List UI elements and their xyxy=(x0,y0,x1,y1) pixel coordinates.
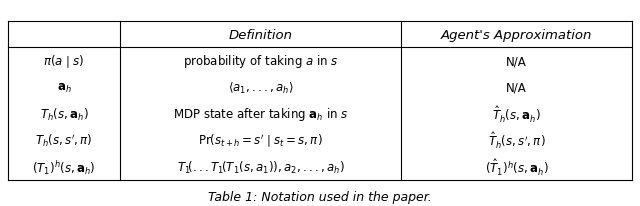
Text: $T_h(s, \mathbf{a}_h)$: $T_h(s, \mathbf{a}_h)$ xyxy=(40,106,88,122)
Text: Table 1: Notation used in the paper.: Table 1: Notation used in the paper. xyxy=(208,190,432,203)
Text: $\mathbf{a}_h$: $\mathbf{a}_h$ xyxy=(56,81,71,94)
Text: Definition: Definition xyxy=(228,28,292,41)
Text: MDP state after taking $\mathbf{a}_h$ in $s$: MDP state after taking $\mathbf{a}_h$ in… xyxy=(173,106,348,123)
Text: probability of taking $a$ in $s$: probability of taking $a$ in $s$ xyxy=(183,53,339,70)
Text: $\pi(a \mid s)$: $\pi(a \mid s)$ xyxy=(44,53,84,70)
Text: $(\hat{T}_1)^h(s, \mathbf{a}_h)$: $(\hat{T}_1)^h(s, \mathbf{a}_h)$ xyxy=(485,157,548,177)
Text: $\hat{T}_h(s, \mathbf{a}_h)$: $\hat{T}_h(s, \mathbf{a}_h)$ xyxy=(492,104,541,124)
Text: N/A: N/A xyxy=(506,55,527,68)
Text: $T_1\!\left(...T_1\!\left(T_1(s, a_1)\right), a_2, ..., a_h\right)$: $T_1\!\left(...T_1\!\left(T_1(s, a_1)\ri… xyxy=(177,159,344,175)
Text: $\langle a_1, ..., a_h \rangle$: $\langle a_1, ..., a_h \rangle$ xyxy=(228,80,294,95)
Text: $\Pr(s_{t+h} = s' \mid s_t = s, \pi)$: $\Pr(s_{t+h} = s' \mid s_t = s, \pi)$ xyxy=(198,132,323,149)
Text: N/A: N/A xyxy=(506,81,527,94)
Text: $T_h(s, s', \pi)$: $T_h(s, s', \pi)$ xyxy=(35,132,93,149)
Text: $(T_1)^h(s, \mathbf{a}_h)$: $(T_1)^h(s, \mathbf{a}_h)$ xyxy=(32,158,96,176)
Text: $\hat{T}_h(s, s', \pi)$: $\hat{T}_h(s, s', \pi)$ xyxy=(488,131,545,151)
Text: Agent's Approximation: Agent's Approximation xyxy=(441,28,593,41)
